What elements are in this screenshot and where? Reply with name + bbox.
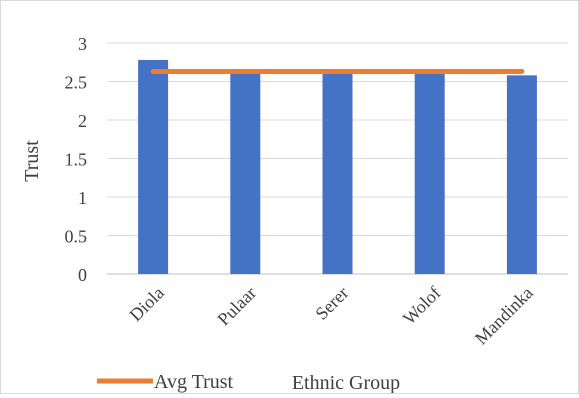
x-tick-labels: Diola Pulaar Serer Wolof Mandinka bbox=[126, 283, 537, 349]
bar-mandinka bbox=[506, 75, 537, 274]
y-tick-2.5: 2.5 bbox=[65, 73, 88, 93]
x-tick-serer: Serer bbox=[311, 283, 352, 324]
x-tick-wolof: Wolof bbox=[399, 283, 445, 329]
bar-series bbox=[138, 59, 537, 274]
y-tick-0: 0 bbox=[78, 265, 87, 285]
x-tick-mandinka: Mandinka bbox=[471, 283, 537, 349]
bar-wolof bbox=[414, 73, 445, 274]
y-tick-1.5: 1.5 bbox=[65, 150, 88, 170]
y-tick-3: 3 bbox=[78, 34, 87, 54]
x-axis-label: Ethnic Group bbox=[292, 372, 400, 393]
legend: Avg Trust bbox=[97, 371, 234, 393]
y-axis-label: Trust bbox=[21, 140, 43, 182]
y-tick-1: 1 bbox=[78, 188, 87, 208]
bar-serer bbox=[322, 73, 353, 274]
bar-pulaar bbox=[230, 73, 261, 274]
x-tick-diola: Diola bbox=[126, 283, 168, 325]
y-tick-0.5: 0.5 bbox=[65, 227, 88, 247]
x-tick-pulaar: Pulaar bbox=[213, 283, 260, 330]
y-tick-2: 2 bbox=[78, 111, 87, 131]
bar-diola bbox=[138, 59, 169, 274]
legend-label-avg-trust: Avg Trust bbox=[154, 371, 234, 393]
y-tick-labels: 0 0.5 1 1.5 2 2.5 3 bbox=[65, 34, 88, 285]
